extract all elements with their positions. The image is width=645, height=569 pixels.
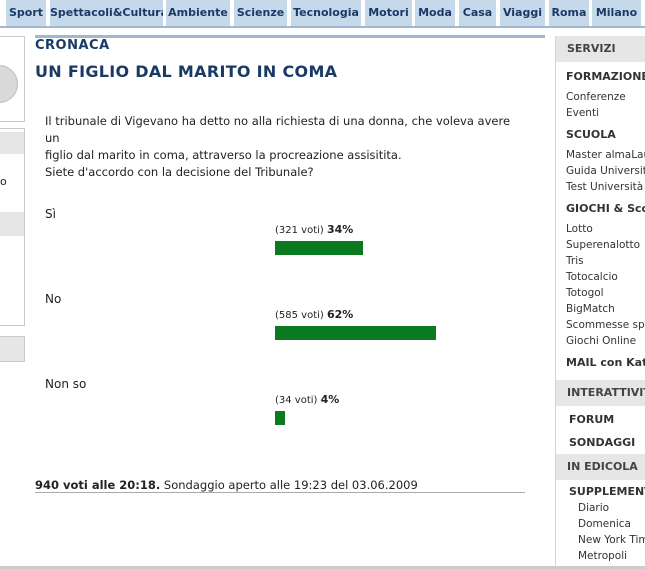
question-line-2: figlio dal marito in coma, attraverso la… — [45, 148, 402, 162]
option-bar-si — [275, 241, 363, 255]
link-lotto[interactable]: Lotto — [566, 223, 593, 235]
top-nav: Sport Spettacoli&Cultura Ambiente Scienz… — [0, 0, 645, 28]
link-master[interactable]: Master almaLaur — [566, 149, 645, 161]
poll-question: Il tribunale di Vigevano ha detto no all… — [45, 113, 515, 181]
left-box-1 — [0, 36, 25, 122]
question-line-3: Siete d'accordo con la decisione del Tri… — [45, 165, 314, 179]
link-scommesse[interactable]: Scommesse spo — [566, 319, 645, 331]
servizi-header: SERVIZI — [556, 36, 645, 62]
link-superenalotto[interactable]: Superenalotto — [566, 239, 641, 251]
bottom-rule — [0, 566, 645, 569]
section-rule — [35, 35, 545, 38]
nav-casa[interactable]: Casa — [459, 0, 496, 26]
summary-rule — [35, 492, 525, 493]
sondaggi-link[interactable]: SONDAGGI — [569, 436, 636, 449]
avatar — [0, 65, 18, 103]
page-title: UN FIGLIO DAL MARITO IN COMA — [35, 62, 338, 81]
link-tris[interactable]: Tris — [566, 255, 584, 267]
link-domenica[interactable]: Domenica — [578, 518, 631, 530]
votes-count: (34 voti) — [275, 395, 318, 406]
nav-sport[interactable]: Sport — [6, 0, 46, 26]
giochi-heading[interactable]: GIOCHI & Scom — [566, 202, 645, 215]
option-bar-no — [275, 326, 436, 340]
nav-motori[interactable]: Motori — [365, 0, 412, 26]
option-label-no: No — [45, 292, 62, 306]
scuola-heading[interactable]: SCUOLA — [566, 128, 616, 141]
nav-roma[interactable]: Roma — [549, 0, 589, 26]
interattivita-header: INTERATTIVITA — [556, 380, 645, 406]
question-line-1: Il tribunale di Vigevano ha detto no all… — [45, 114, 511, 145]
link-guida-universita[interactable]: Guida Università — [566, 165, 645, 177]
link-totogol[interactable]: Totogol — [566, 287, 604, 299]
option-votes-non-so: (34 voti) 4% — [275, 393, 339, 406]
nav-divider — [0, 26, 645, 28]
left-text: o — [0, 175, 7, 188]
nav-scienze[interactable]: Scienze — [234, 0, 287, 26]
nav-spettacoli-cultura[interactable]: Spettacoli&Cultura — [50, 0, 163, 26]
option-bar-non-so — [275, 411, 285, 425]
link-metropoli[interactable]: Metropoli — [578, 550, 628, 562]
section-label[interactable]: CRONACA — [35, 38, 110, 53]
link-totocalcio[interactable]: Totocalcio — [566, 271, 618, 283]
option-label-non-so: Non so — [45, 377, 87, 391]
summary-votes: 940 voti alle 20:18. — [35, 478, 161, 492]
nav-milano[interactable]: Milano — [592, 0, 641, 26]
link-diario[interactable]: Diario — [578, 502, 610, 514]
poll-summary: 940 voti alle 20:18. Sondaggio aperto al… — [35, 478, 418, 492]
forum-link[interactable]: FORUM — [569, 413, 615, 426]
option-votes-si: (321 voti) 34% — [275, 223, 353, 236]
nav-ambiente[interactable]: Ambiente — [166, 0, 230, 26]
nav-viaggi[interactable]: Viaggi — [500, 0, 545, 26]
link-giochi-online[interactable]: Giochi Online — [566, 335, 637, 347]
supplementi-heading[interactable]: SUPPLEMENTI — [569, 485, 645, 498]
link-bigmatch[interactable]: BigMatch — [566, 303, 615, 315]
votes-percent: 34% — [327, 223, 354, 236]
votes-percent: 62% — [327, 308, 354, 321]
left-box-header — [0, 132, 24, 154]
left-box-3 — [0, 336, 25, 362]
votes-percent: 4% — [320, 393, 340, 406]
link-test-universita[interactable]: Test Università — [566, 181, 644, 193]
summary-opened: Sondaggio aperto alle 19:23 del 03.06.20… — [160, 478, 418, 492]
link-conferenze[interactable]: Conferenze — [566, 91, 626, 103]
formazione-heading[interactable]: FORMAZIONE — [566, 70, 645, 83]
votes-count: (585 voti) — [275, 310, 324, 321]
option-label-si: Sì — [45, 207, 56, 221]
link-eventi[interactable]: Eventi — [566, 107, 599, 119]
votes-count: (321 voti) — [275, 225, 324, 236]
link-new-york-times[interactable]: New York Tim — [578, 534, 645, 546]
right-sidebar: SERVIZI FORMAZIONE Conferenze Eventi SCU… — [555, 36, 645, 569]
nav-moda[interactable]: Moda — [415, 0, 455, 26]
option-votes-no: (585 voti) 62% — [275, 308, 353, 321]
edicola-header: IN EDICOLA — [556, 454, 645, 480]
left-box-header-2 — [0, 212, 24, 236]
mail-heading[interactable]: MAIL con Katar — [566, 356, 645, 369]
nav-tecnologia[interactable]: Tecnologia — [291, 0, 361, 26]
